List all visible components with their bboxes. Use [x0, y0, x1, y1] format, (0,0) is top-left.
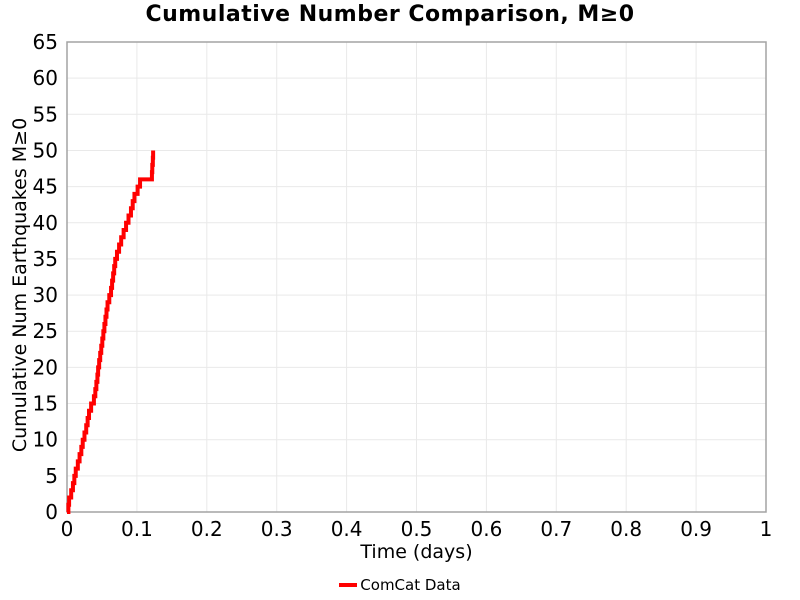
y-tick-label-65: 65 [33, 30, 58, 54]
axes-spines [66, 41, 767, 513]
y-tick-label-20: 20 [33, 355, 58, 379]
y-tick-label-55: 55 [33, 102, 58, 126]
x-tick-label-0.1: 0.1 [121, 517, 153, 541]
y-tick-label-5: 5 [45, 464, 58, 488]
x-tick-label-0.4: 0.4 [331, 517, 363, 541]
chart-title: Cumulative Number Comparison, M≥0 [145, 2, 635, 27]
x-tick-label-0.7: 0.7 [540, 517, 572, 541]
x-tick-label-0.9: 0.9 [680, 517, 712, 541]
x-tick-label-0: 0 [61, 517, 74, 541]
y-tick-label-10: 10 [33, 428, 58, 452]
y-tick-label-15: 15 [33, 392, 58, 416]
y-tick-label-45: 45 [33, 175, 58, 199]
x-axis-label: Time (days) [360, 541, 473, 563]
legend-line-swatch [339, 583, 358, 587]
y-tick-label-60: 60 [33, 66, 58, 90]
series-comcat-data [66, 150, 156, 514]
x-tick-label-0.8: 0.8 [610, 517, 642, 541]
y-tick-label-25: 25 [33, 319, 58, 343]
x-tick-label-0.6: 0.6 [470, 517, 502, 541]
y-tick-label-0: 0 [45, 500, 58, 524]
y-tick-label-35: 35 [33, 247, 58, 271]
legend-label: ComCat Data [360, 576, 461, 594]
x-tick-label-0.3: 0.3 [261, 517, 293, 541]
legend: ComCat Data [0, 576, 800, 594]
y-tick-label-30: 30 [33, 283, 58, 307]
x-tick-label-0.5: 0.5 [401, 517, 433, 541]
y-tick-label-40: 40 [33, 211, 58, 235]
y-tick-label-50: 50 [33, 138, 58, 162]
x-tick-label-1: 1 [760, 517, 773, 541]
x-tick-label-0.2: 0.2 [191, 517, 223, 541]
